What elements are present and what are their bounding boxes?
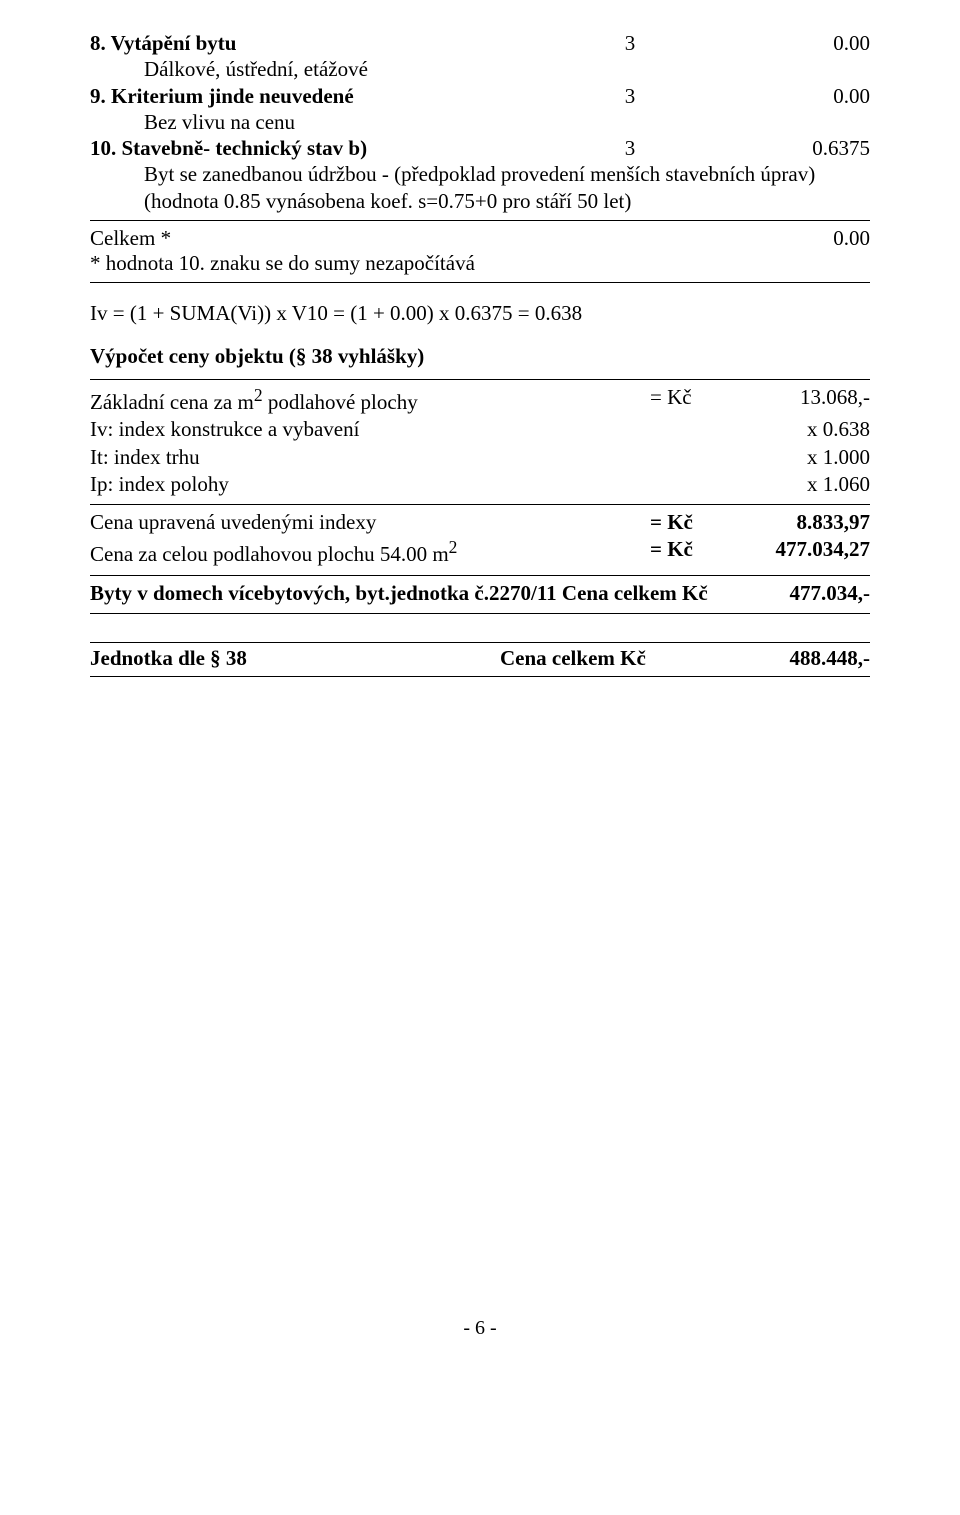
calc-row-label: Základní cena za m2 podlahové plochy [90, 384, 650, 416]
calc-row-label: Iv: index konstrukce a vybavení [90, 416, 650, 443]
sum-row-label: Cena za celou podlahovou plochu 54.00 m2 [90, 536, 650, 568]
celkem-value: 0.00 [750, 225, 870, 251]
calc-row-mid: = Kč [650, 384, 720, 416]
total1-val: 477.034,- [720, 580, 870, 607]
sum-row-val: 477.034,27 [720, 536, 870, 568]
calc-row-label: Ip: index polohy [90, 471, 650, 498]
sum-row-label: Cena upravená uvedenými indexy [90, 509, 650, 536]
calc-row-mid [650, 444, 720, 471]
item-label: 8. Vytápění bytu [90, 30, 570, 56]
item-label: 10. Stavebně- technický stav b) [90, 135, 570, 161]
note: * hodnota 10. znaku se do sumy nezapočít… [90, 251, 870, 276]
sum-row-val: 8.833,97 [720, 509, 870, 536]
total2-mid: Cena celkem Kč [500, 645, 720, 672]
total2-label: Jednotka dle § 38 [90, 645, 500, 672]
item-col3: 0.6375 [690, 135, 870, 161]
calc-row-val: x 1.000 [720, 444, 870, 471]
calc-row-mid [650, 416, 720, 443]
item-col2: 3 [570, 83, 690, 109]
total2-val: 488.448,- [720, 645, 870, 672]
item-sub: Bez vlivu na cenu [144, 109, 924, 135]
item-col2: 3 [570, 30, 690, 56]
page-number: - 6 - [90, 1317, 870, 1340]
celkem-label: Celkem * [90, 225, 750, 251]
item-sub: Byt se zanedbanou údržbou - (předpoklad … [144, 161, 924, 214]
calc-row-val: x 0.638 [720, 416, 870, 443]
item-col2: 3 [570, 135, 690, 161]
iv-line: Iv = (1 + SUMA(Vi)) x V10 = (1 + 0.00) x… [90, 301, 870, 326]
calc-row-val: 13.068,- [720, 384, 870, 416]
item-col3: 0.00 [690, 83, 870, 109]
calc-heading: Výpočet ceny objektu (§ 38 vyhlášky) [90, 344, 870, 369]
sum-row-mid: = Kč [650, 536, 720, 568]
calc-row-label: It: index trhu [90, 444, 650, 471]
item-col3: 0.00 [690, 30, 870, 56]
calc-row-mid [650, 471, 720, 498]
calc-row-val: x 1.060 [720, 471, 870, 498]
sum-row-mid: = Kč [650, 509, 720, 536]
item-label: 9. Kriterium jinde neuvedené [90, 83, 570, 109]
item-sub: Dálkové, ústřední, etážové [144, 56, 924, 82]
total1-label: Byty v domech vícebytových, byt.jednotka… [90, 580, 720, 607]
